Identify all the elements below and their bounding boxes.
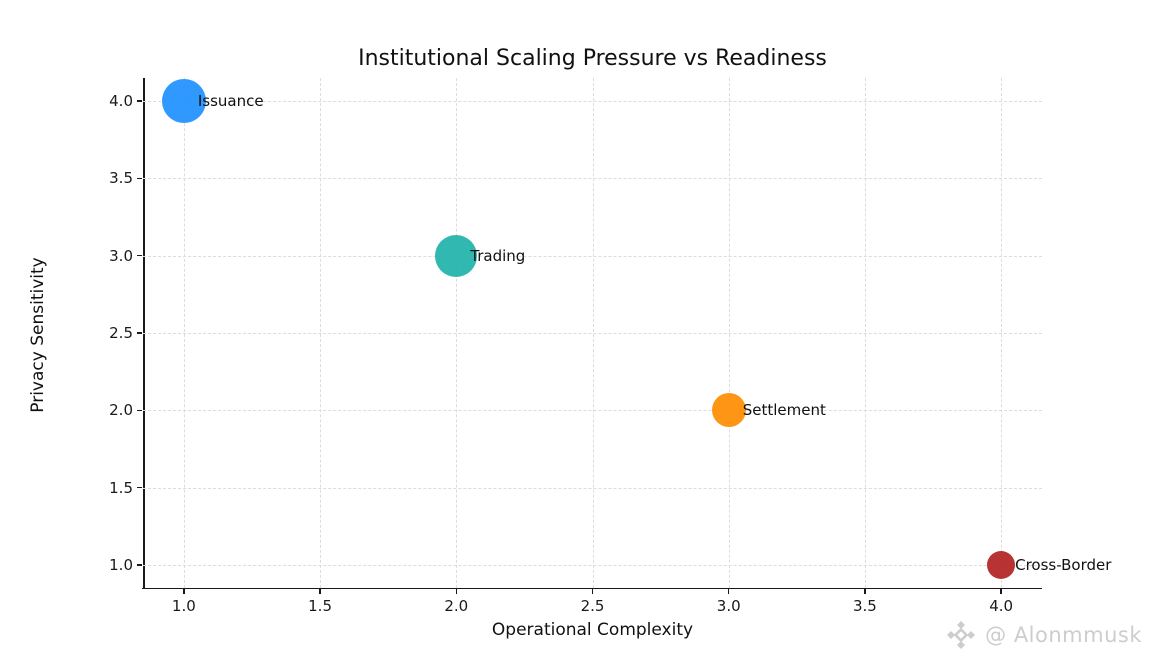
plot-area: Issuance Trading Settlement Cross-Border (143, 78, 1111, 588)
x-tick-label: 3.0 (716, 597, 741, 615)
y-tick-label: 2.0 (109, 401, 133, 420)
point-label-trading: Trading (470, 246, 526, 265)
y-gridline (143, 255, 1042, 257)
y-tick-label: 1.0 (109, 555, 133, 574)
y-gridline (143, 564, 1042, 566)
y-tick-mark (137, 564, 142, 566)
y-tick-label: 3.5 (109, 169, 133, 188)
y-tick-label: 4.0 (109, 92, 133, 111)
x-tick-mark (727, 589, 730, 594)
x-tick-label: 2.5 (580, 597, 605, 615)
point-label-settlement: Settlement (742, 401, 826, 420)
y-tick-label: 2.5 (109, 324, 133, 342)
y-tick-mark (137, 409, 142, 412)
y-tick-mark (137, 254, 142, 257)
y-gridline (143, 101, 1042, 103)
x-axis-label: Operational Complexity (491, 620, 694, 640)
x-axis-spine (142, 587, 1042, 589)
x-tick-mark (591, 589, 594, 594)
x-tick-mark (864, 589, 866, 594)
point-label-cross-border: Cross-Border (1015, 555, 1112, 574)
scatter-bubble-cross-border (987, 550, 1016, 579)
y-tick-label: 3.0 (109, 246, 133, 265)
binance-diamond-icon (947, 621, 976, 649)
x-tick-label: 3.5 (852, 597, 877, 615)
point-label-issuance: Issuance (197, 92, 264, 111)
scatter-bubble-settlement (711, 393, 746, 428)
y-tick-mark (137, 486, 142, 489)
x-tick-label: 2.0 (444, 597, 469, 615)
y-gridline (143, 410, 1042, 412)
chart-title: Institutional Scaling Pressure vs Readin… (358, 46, 827, 71)
x-tick-mark (183, 589, 185, 594)
y-gridline (143, 178, 1042, 180)
y-gridline (143, 333, 1042, 334)
y-tick-mark (137, 177, 142, 180)
watermark-text: @ Alonmmusk (985, 623, 1142, 647)
y-tick-label: 1.5 (109, 478, 133, 497)
scatter-bubble-trading (435, 234, 478, 277)
y-axis-label: Privacy Sensitivity (28, 257, 48, 413)
x-tick-label: 4.0 (989, 597, 1014, 615)
y-tick-mark (137, 100, 142, 102)
x-tick-mark (455, 589, 458, 594)
watermark: @ Alonmmusk (944, 618, 1142, 652)
x-tick-mark (319, 589, 321, 594)
scatter-bubble-issuance (161, 79, 206, 124)
y-tick-mark (137, 332, 142, 334)
x-tick-label: 1.5 (308, 597, 332, 615)
x-tick-mark (1000, 589, 1002, 594)
y-gridline (143, 487, 1042, 489)
x-tick-label: 1.0 (171, 597, 196, 615)
